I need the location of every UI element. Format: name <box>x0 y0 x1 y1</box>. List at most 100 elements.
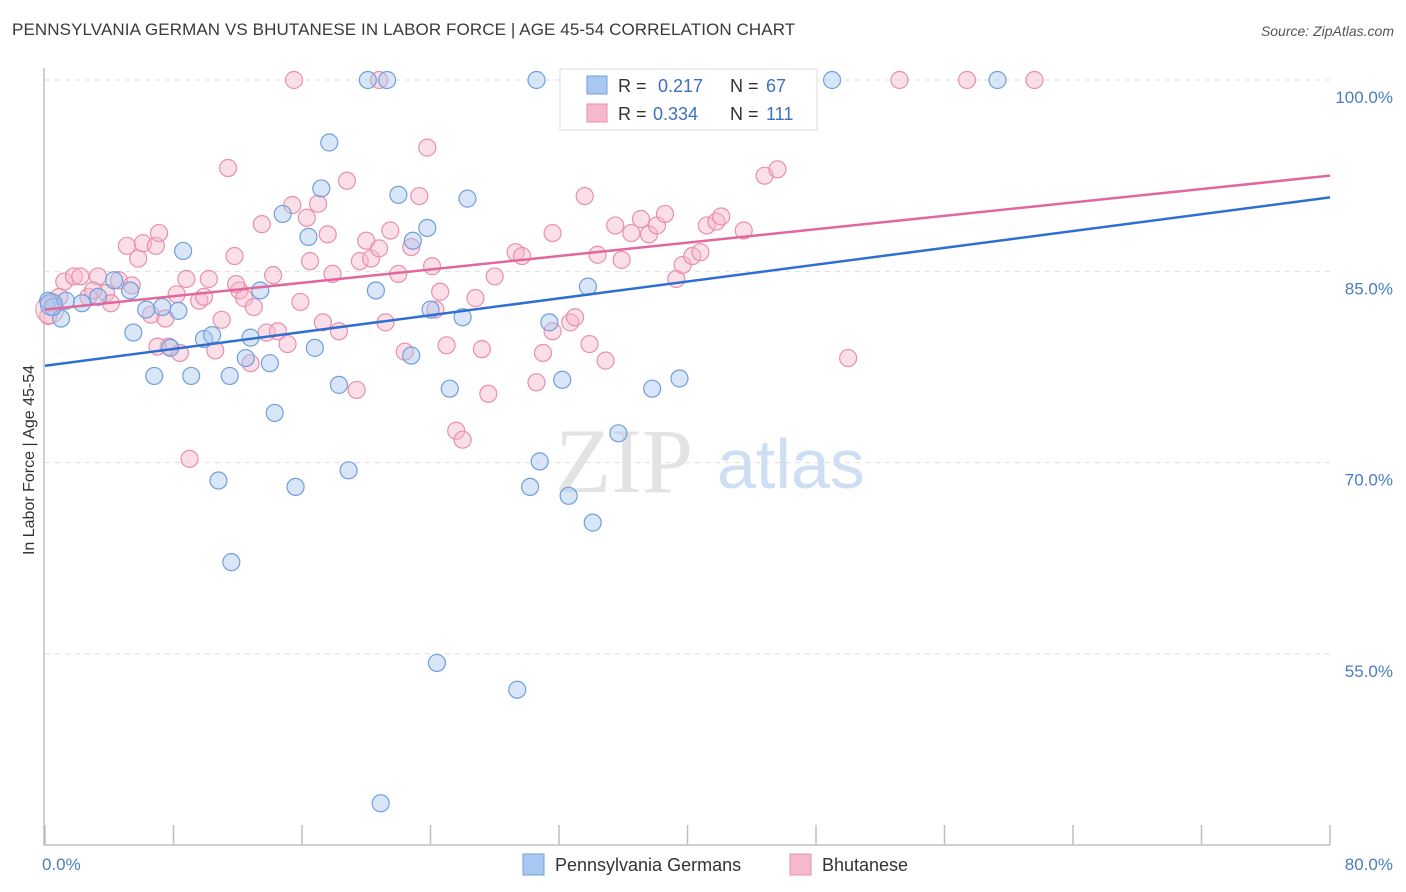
pennsylvania-german-point <box>427 653 447 673</box>
bhutanese-point <box>149 223 169 243</box>
pennsylvania-german-point <box>559 486 578 505</box>
bhutanese-point <box>402 237 421 257</box>
pennsylvania-german-point <box>402 346 421 365</box>
bhutanese-point <box>278 334 297 354</box>
watermark-atlas: atlas <box>717 425 865 503</box>
y-tick-label: 100.0% <box>1335 88 1393 107</box>
pennsylvania-german-point <box>121 281 140 300</box>
bhutanese-point <box>1025 70 1044 90</box>
bhutanese-point <box>512 246 532 266</box>
pennsylvania-german-point <box>202 326 222 345</box>
bhutanese-point <box>691 243 710 262</box>
bhutanese-point <box>219 158 238 178</box>
source-credit: Source: ZipAtlas.com <box>1260 23 1394 39</box>
pennsylvania-german-point <box>312 179 331 198</box>
bhutanese-point <box>423 257 442 276</box>
pennsylvania-german-point <box>286 477 305 497</box>
pennsylvania-german-point <box>378 70 397 90</box>
bhutanese-point <box>561 313 580 332</box>
pennsylvania-german-point <box>453 308 472 327</box>
bhutanese-point <box>71 267 90 286</box>
bhutanese-point <box>543 223 562 243</box>
pennsylvania-german-point <box>299 227 318 246</box>
y-tick-label: 70.0% <box>1345 471 1393 490</box>
legend-swatch-bhutanese <box>586 103 608 123</box>
bhutanese-point <box>485 267 504 286</box>
legend-r-value-2: 0.334 <box>653 104 698 124</box>
legend-r-value-1: 0.217 <box>658 76 703 96</box>
pennsylvania-german-point <box>520 477 540 497</box>
pennsylvania-german-point <box>358 70 377 90</box>
pennsylvania-german-point <box>389 185 408 204</box>
bhutanese-point <box>180 449 199 468</box>
bhutanese-point <box>194 287 214 306</box>
bhutanese-point <box>606 216 625 235</box>
bhutanese-point <box>890 70 909 90</box>
pennsylvania-german-point <box>553 370 572 389</box>
pennsylvania-german-point <box>169 301 188 320</box>
bhutanese-point <box>381 221 400 240</box>
trend-line-pennsylvania-germans <box>44 196 1331 367</box>
pennsylvania-german-point <box>104 271 124 290</box>
legend-n-label-1: N = <box>730 76 759 96</box>
pennsylvania-german-point <box>320 133 339 152</box>
bottom-legend-swatch-bhutanese <box>789 853 812 876</box>
pennsylvania-german-point <box>440 379 459 398</box>
pennsylvania-german-point <box>609 424 628 443</box>
bhutanese-point <box>252 215 271 234</box>
trend-line-bhutanese <box>44 174 1331 311</box>
bhutanese-point <box>768 160 787 179</box>
pennsylvania-german-point <box>643 379 662 398</box>
pennsylvania-german-point <box>458 189 477 208</box>
y-tick-label: 55.0% <box>1345 662 1393 681</box>
bhutanese-point <box>300 252 320 271</box>
pennsylvania-german-point <box>153 297 172 317</box>
pennsylvania-german-point <box>145 366 164 386</box>
pennsylvania-german-point <box>329 375 349 394</box>
bhutanese-point <box>580 334 599 354</box>
bhutanese-point <box>596 351 615 370</box>
bhutanese-point <box>206 341 225 360</box>
bhutanese-point <box>291 292 310 312</box>
bhutanese-point <box>575 186 594 206</box>
bhutanese-point <box>697 216 716 235</box>
legend-box: R = 0.217 N = 67 R = 0.334 N = 111 <box>559 68 818 131</box>
bhutanese-point <box>431 282 450 301</box>
bhutanese-point <box>707 212 726 231</box>
bhutanese-point <box>225 246 244 266</box>
pennsylvania-german-point <box>88 287 108 306</box>
pennsylvania-german-point <box>305 338 324 357</box>
pennsylvania-german-point <box>530 452 549 471</box>
bhutanese-point <box>565 308 585 327</box>
legend-swatch-pennsylvania-germans <box>586 75 608 95</box>
bhutanese-point <box>479 384 498 403</box>
trend-lines <box>44 174 1331 367</box>
pennsylvania-german-point <box>418 218 437 238</box>
bhutanese-point <box>588 245 607 264</box>
bhutanese-point <box>263 266 283 285</box>
bhutanese-point <box>64 267 84 286</box>
pennsylvania-german-point <box>403 231 422 250</box>
bhutanese-point <box>212 310 231 329</box>
legend-n-value-2: 111 <box>766 104 793 124</box>
x-tick-label-min: 0.0% <box>42 855 81 874</box>
bhutanese-point <box>612 250 631 269</box>
pennsylvania-german-point <box>339 461 358 480</box>
pennsylvania-german-point <box>220 366 239 386</box>
bhutanese-point <box>466 289 485 308</box>
pennsylvania-german-point <box>988 70 1007 90</box>
legend-r-label-2: R = <box>618 104 647 124</box>
axis-layer <box>43 68 1331 846</box>
bhutanese-point <box>313 313 332 332</box>
bhutanese-point <box>839 348 858 368</box>
pennsylvania-german-point <box>265 403 284 423</box>
bhutanese-point <box>370 239 389 258</box>
pennsylvania-german-point <box>174 241 193 261</box>
bottom-legend: Pennsylvania Germans Bhutanese <box>522 853 908 876</box>
bhutanese-point <box>55 272 74 291</box>
legend-n-label-2: N = <box>730 104 759 124</box>
bhutanese-point <box>622 223 641 243</box>
pennsylvania-german-point <box>251 281 270 300</box>
pennsylvania-german-point <box>124 323 143 342</box>
legend-n-value-1: 67 <box>766 76 786 96</box>
